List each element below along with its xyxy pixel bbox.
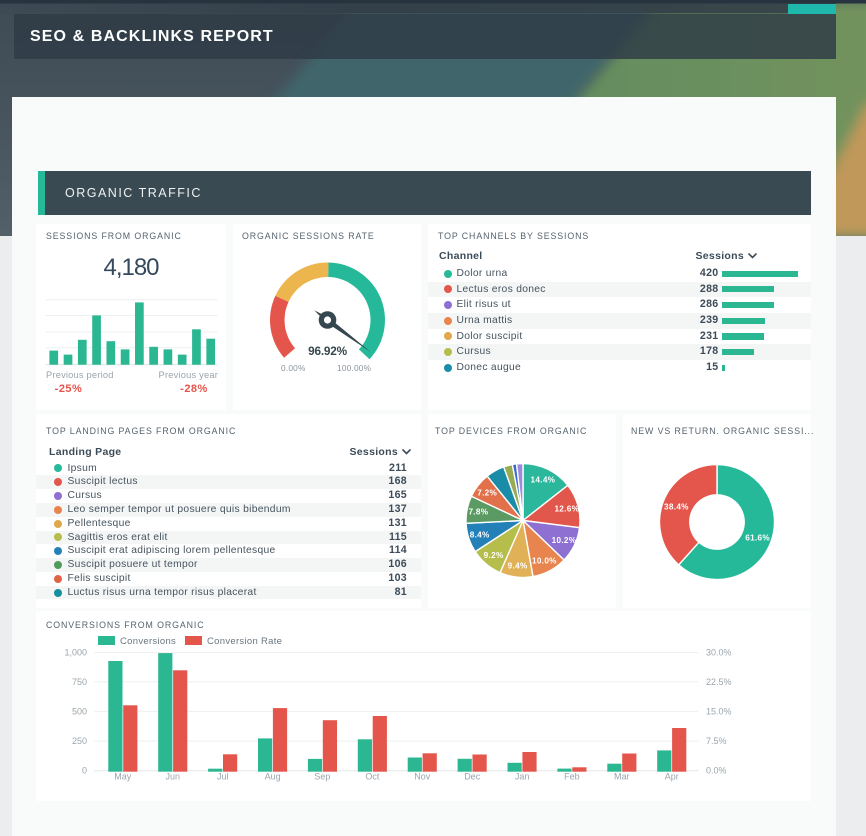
svg-text:14.4%: 14.4% bbox=[531, 476, 556, 485]
svg-text:30.0%: 30.0% bbox=[706, 648, 732, 658]
svg-text:Sep: Sep bbox=[314, 772, 330, 782]
svg-text:250: 250 bbox=[72, 736, 87, 746]
svg-text:9.4%: 9.4% bbox=[508, 562, 528, 571]
svg-text:15.0%: 15.0% bbox=[706, 706, 732, 716]
svg-text:Dec: Dec bbox=[464, 772, 481, 782]
svg-text:61.6%: 61.6% bbox=[745, 533, 770, 542]
svg-text:12.6%: 12.6% bbox=[554, 504, 579, 513]
svg-text:8.4%: 8.4% bbox=[470, 531, 490, 540]
svg-text:Apr: Apr bbox=[665, 772, 679, 782]
svg-text:Aug: Aug bbox=[265, 772, 281, 782]
svg-text:Feb: Feb bbox=[564, 772, 580, 782]
svg-text:Jul: Jul bbox=[217, 772, 229, 782]
svg-text:10.2%: 10.2% bbox=[552, 536, 577, 545]
svg-text:1,000: 1,000 bbox=[64, 648, 87, 658]
svg-text:10.0%: 10.0% bbox=[532, 557, 557, 566]
svg-text:Jan: Jan bbox=[515, 772, 530, 782]
svg-text:22.5%: 22.5% bbox=[706, 677, 732, 687]
svg-text:9.2%: 9.2% bbox=[484, 551, 504, 560]
svg-text:Mar: Mar bbox=[614, 772, 630, 782]
svg-text:7.2%: 7.2% bbox=[477, 488, 497, 497]
svg-text:Jun: Jun bbox=[166, 772, 181, 782]
svg-text:7.8%: 7.8% bbox=[468, 508, 488, 517]
svg-text:Nov: Nov bbox=[414, 772, 431, 782]
svg-text:38.4%: 38.4% bbox=[664, 502, 689, 511]
svg-text:May: May bbox=[114, 772, 132, 782]
svg-text:0: 0 bbox=[82, 766, 87, 776]
svg-text:Oct: Oct bbox=[365, 772, 380, 782]
svg-text:750: 750 bbox=[72, 677, 87, 687]
svg-text:7.5%: 7.5% bbox=[706, 736, 727, 746]
svg-text:500: 500 bbox=[72, 706, 87, 716]
svg-text:0.0%: 0.0% bbox=[706, 766, 727, 776]
